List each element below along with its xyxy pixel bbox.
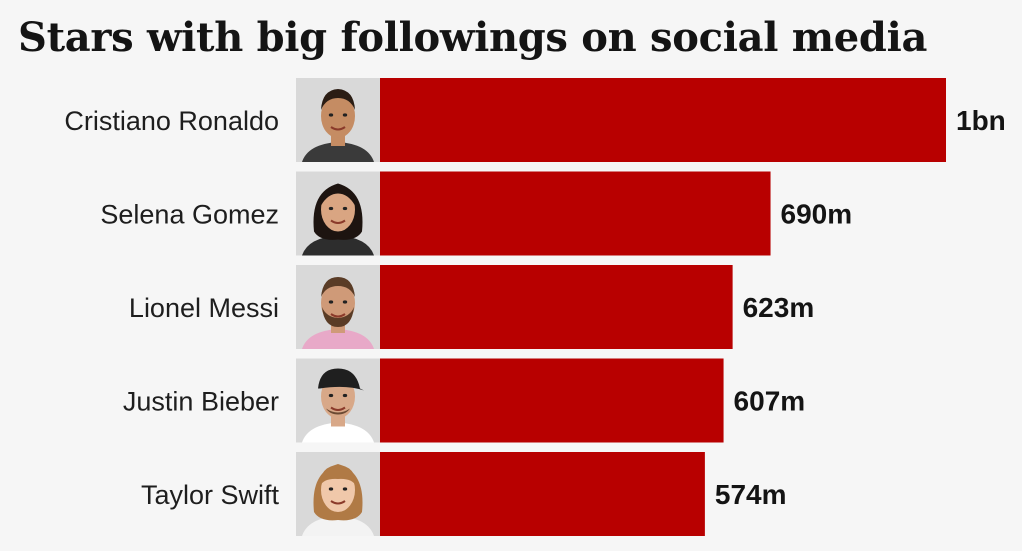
value-label: 1bn: [956, 105, 1006, 136]
portrait-photo: [296, 78, 380, 162]
bar-row: Taylor Swift 574m: [141, 452, 787, 536]
bar-row: Justin Bieber 607m: [123, 358, 806, 443]
portrait-photo: [296, 358, 380, 443]
portrait-photo: [296, 265, 380, 349]
portrait-photo: [296, 452, 380, 536]
category-label: Taylor Swift: [141, 480, 280, 510]
bar: [380, 358, 724, 443]
bar-row: Selena Gomez 690m: [100, 171, 853, 256]
portrait-photo: [296, 171, 380, 256]
bar: [380, 171, 771, 256]
value-label: 607m: [734, 386, 806, 417]
bar-row: Lionel Messi 623m: [129, 265, 814, 349]
bar-row: Cristiano Ronaldo 1bn: [64, 78, 1006, 162]
value-label: 623m: [743, 292, 815, 323]
bar: [380, 452, 705, 536]
category-label: Justin Bieber: [123, 387, 279, 417]
value-label: 574m: [715, 479, 787, 510]
category-label: Lionel Messi: [129, 293, 279, 323]
value-label: 690m: [781, 199, 853, 230]
bar: [380, 265, 733, 349]
bar: [380, 78, 946, 162]
chart-title: Stars with big followings on social medi…: [18, 14, 928, 61]
category-label: Cristiano Ronaldo: [64, 106, 279, 136]
category-label: Selena Gomez: [100, 200, 279, 230]
